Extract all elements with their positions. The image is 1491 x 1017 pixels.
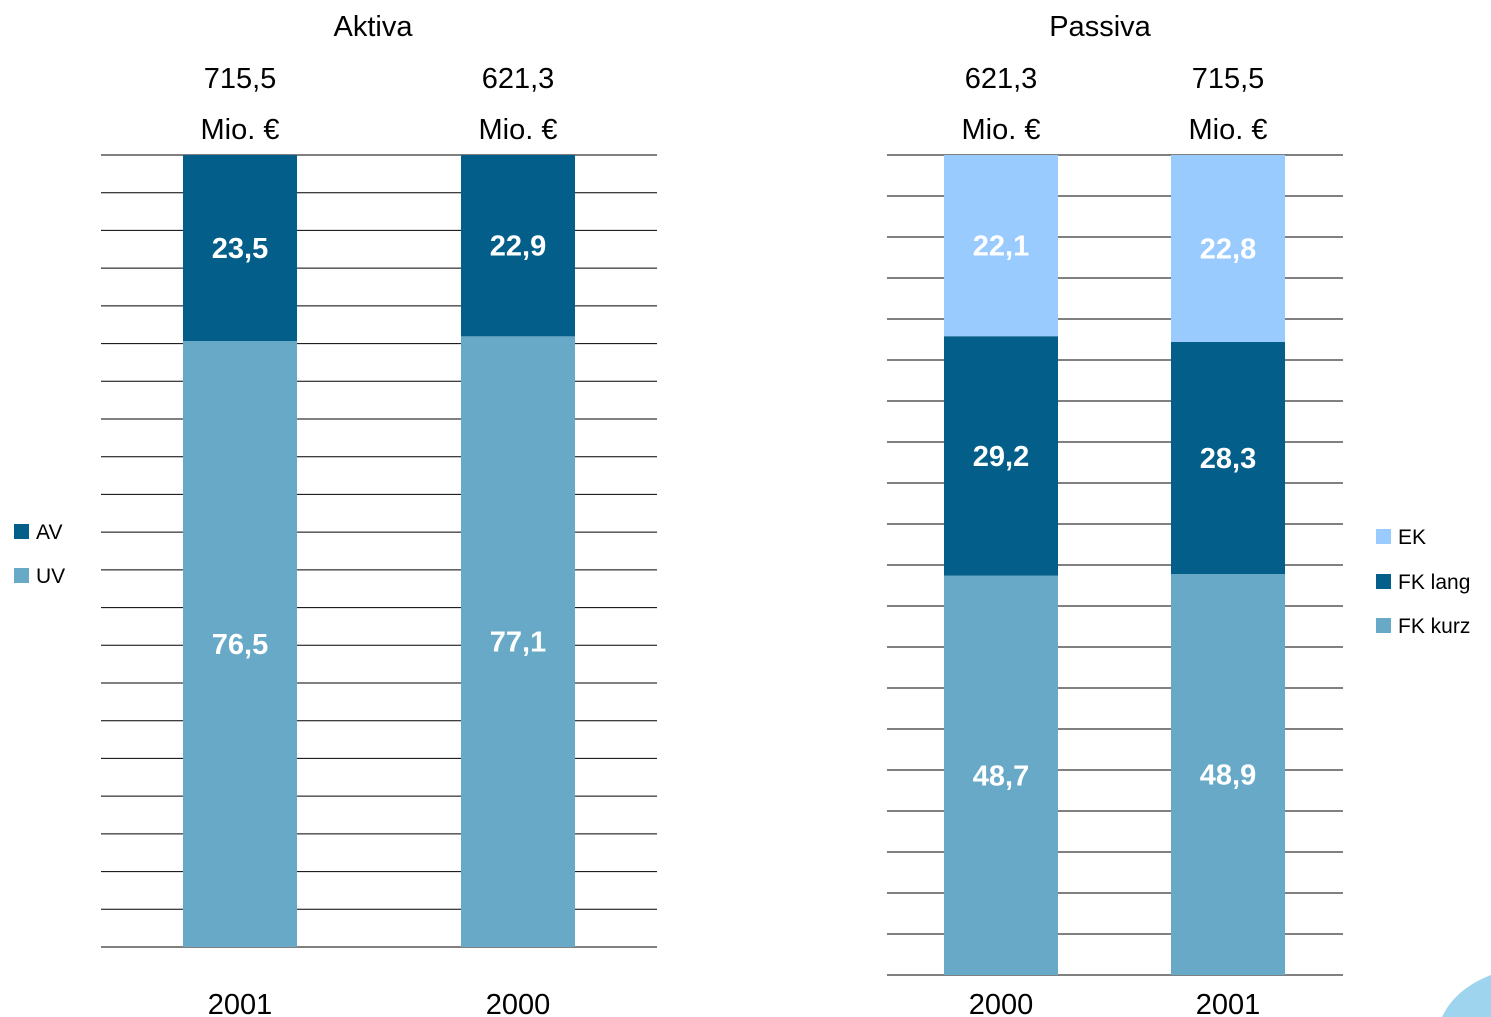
- chart-title: Passiva: [1049, 11, 1151, 43]
- data-label: 29,2: [973, 441, 1029, 473]
- category-label: 2001: [208, 989, 273, 1017]
- data-label: 76,5: [212, 629, 268, 661]
- category-label: 2001: [1196, 989, 1261, 1017]
- bar-ek-2000: [944, 155, 1058, 337]
- total-value: 621,3: [482, 63, 555, 95]
- corner-ornament: [1442, 975, 1491, 1017]
- bar-fk-lang-2000: [944, 336, 1058, 576]
- total-unit: Mio. €: [1189, 114, 1268, 146]
- data-label: 48,9: [1200, 760, 1256, 792]
- legend-swatch-av: [14, 524, 29, 539]
- legend-swatch-fk-lang: [1376, 574, 1391, 589]
- bar-fk-kurz-2000: [944, 575, 1058, 975]
- legend-label: EK: [1398, 526, 1426, 549]
- total-value: 715,5: [1192, 63, 1265, 95]
- category-label: 2000: [969, 989, 1034, 1017]
- total-value: 715,5: [204, 63, 277, 95]
- legend-swatch-fk-kurz: [1376, 618, 1391, 633]
- total-value: 621,3: [965, 63, 1038, 95]
- data-label: 48,7: [973, 760, 1029, 792]
- legend-label: FK kurz: [1398, 615, 1470, 638]
- data-label: 77,1: [490, 627, 546, 659]
- bar-av-2000: [461, 155, 575, 337]
- bar-uv-2000: [461, 336, 575, 947]
- data-label: 28,3: [1200, 443, 1256, 475]
- bar-av-2001: [183, 155, 297, 342]
- category-label: 2000: [486, 989, 551, 1017]
- legend-label: UV: [36, 565, 65, 588]
- legend-swatch-ek: [1376, 529, 1391, 544]
- bar-ek-2001: [1171, 155, 1285, 342]
- data-label: 22,8: [1200, 233, 1256, 265]
- aktiva-chart: Aktiva 76,5 23,5 715,5 Mio. € 2001 77,1 22,9 621…: [14, 11, 657, 1017]
- data-label: 22,1: [973, 231, 1029, 263]
- data-label: 22,9: [490, 231, 546, 263]
- passiva-chart: Passiva 48,7 29,2 22,1 621,3 Mio. € 2000 48,9 28…: [887, 11, 1470, 1017]
- total-unit: Mio. €: [201, 114, 280, 146]
- data-label: 23,5: [212, 233, 268, 265]
- total-unit: Mio. €: [962, 114, 1041, 146]
- chart-title: Aktiva: [334, 11, 414, 43]
- bar-fk-lang-2001: [1171, 341, 1285, 575]
- bar-uv-2001: [183, 341, 297, 947]
- legend-swatch-uv: [14, 568, 29, 583]
- total-unit: Mio. €: [479, 114, 558, 146]
- legend-label: AV: [36, 521, 62, 544]
- legend-label: FK lang: [1398, 571, 1470, 594]
- bar-fk-kurz-2001: [1171, 574, 1285, 975]
